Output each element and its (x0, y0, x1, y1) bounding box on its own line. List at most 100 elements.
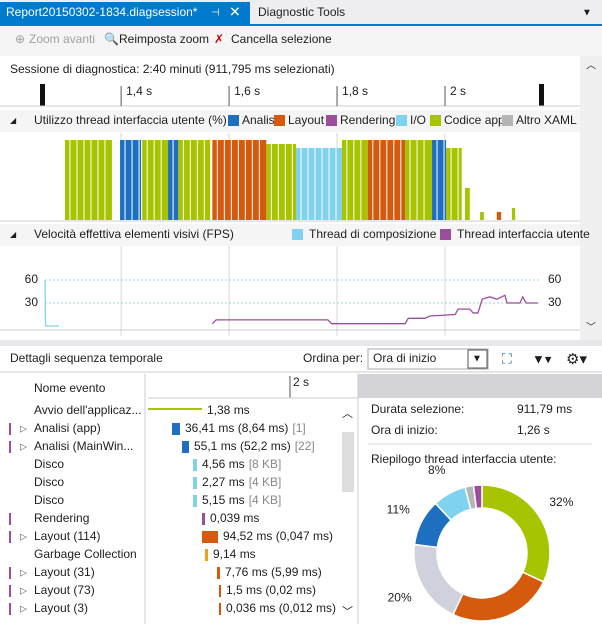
fit-icon[interactable]: ⛶ (502, 351, 512, 367)
tab-title[interactable]: Report20150302-1834.diagsession* (6, 5, 198, 19)
scroll-down[interactable]: ﹀ (342, 605, 353, 618)
settings-icon[interactable]: ⚙▾ (566, 351, 587, 368)
select-arrow-icon[interactable]: ▼ (472, 354, 482, 365)
toolbar-button[interactable]: Cancella selezione (231, 32, 332, 46)
utilization-bar (120, 140, 142, 220)
expand-icon[interactable]: ▷ (20, 603, 27, 613)
donut-slice (413, 543, 464, 616)
scroll-up[interactable]: ︿ (586, 61, 596, 72)
event-duration: 0,036 ms (0,012 ms) (226, 601, 336, 615)
ruler-label: 2 s (450, 84, 466, 98)
event-bar (217, 567, 220, 579)
tab-title[interactable]: Diagnostic Tools (258, 5, 345, 19)
event-extra: [22] (295, 439, 315, 453)
category-marker (9, 531, 11, 543)
ruler-label: 2 s (293, 375, 309, 389)
event-bar (148, 408, 202, 410)
event-name[interactable]: Layout (73) (34, 583, 95, 597)
event-name[interactable]: Analisi (MainWin... (34, 439, 133, 453)
event-name[interactable]: Layout (31) (34, 565, 95, 579)
event-bar (172, 423, 180, 435)
pin-icon[interactable]: ⊣ (211, 8, 220, 19)
toolbar-button: Zoom avanti (29, 32, 95, 46)
utilization-bar (266, 144, 297, 220)
event-name[interactable]: Disco (34, 493, 64, 507)
collapse-icon[interactable]: ◢ (10, 230, 17, 239)
legend-swatch (326, 115, 337, 126)
legend-label: Layout (288, 113, 325, 127)
event-duration: 7,76 ms (5,99 ms) (225, 565, 322, 579)
fps-line (44, 279, 60, 327)
selection-handle[interactable] (40, 84, 45, 106)
event-name[interactable]: Layout (114) (34, 529, 101, 543)
clear-icon[interactable]: ✗ (214, 32, 224, 46)
sort-value[interactable]: Ora di inizio (373, 351, 437, 365)
event-bar (202, 531, 218, 543)
category-marker (9, 567, 11, 579)
section-title: Utilizzo thread interfaccia utente (%) (34, 113, 227, 127)
event-duration: 1,38 ms (207, 403, 250, 417)
event-duration: 36,41 ms (8,64 ms) (185, 421, 288, 435)
utilization-bar (432, 140, 447, 220)
event-name[interactable]: Analisi (app) (34, 421, 101, 435)
scroll-up[interactable]: ︿ (342, 408, 353, 420)
event-name[interactable]: Garbage Collection (34, 547, 137, 561)
sort-select[interactable] (367, 348, 489, 370)
details-title: Dettagli sequenza temporale (10, 351, 163, 365)
sort-label: Ordina per: (303, 351, 363, 365)
event-name[interactable]: Disco (34, 457, 64, 471)
event-name[interactable]: Layout (3) (34, 601, 88, 615)
section-title: Velocità effettiva elementi visivi (FPS) (34, 227, 234, 241)
utilization-bar (464, 188, 470, 220)
event-extra: [4 KB] (249, 475, 282, 489)
expand-icon[interactable]: ▷ (20, 423, 27, 433)
session-info: Sessione di diagnostica: 2:40 minuti (91… (10, 62, 335, 76)
expand-icon[interactable]: ▷ (20, 531, 27, 541)
slice-label: 20% (388, 590, 412, 604)
select-arrow[interactable] (467, 349, 488, 369)
scrollbar[interactable] (580, 56, 602, 340)
utilization-bar (296, 148, 342, 220)
legend-label: Codice app (444, 113, 505, 127)
active-tab[interactable] (0, 2, 250, 24)
donut-slice (452, 571, 545, 622)
utilization-bar (511, 208, 516, 220)
scroll-down[interactable]: ﹀ (586, 322, 596, 334)
y-tick-label: 60 (548, 272, 562, 286)
toolbar-button[interactable]: Reimposta zoom (119, 32, 209, 46)
expand-icon[interactable]: ▷ (20, 441, 27, 451)
scroll-thumb[interactable] (342, 432, 354, 492)
event-name[interactable]: Rendering (34, 511, 89, 525)
utilization-bar (64, 140, 112, 220)
category-marker (9, 603, 11, 615)
utilization-bar (496, 212, 502, 220)
category-marker (9, 441, 11, 453)
legend-label: Analisi (242, 113, 277, 127)
event-duration: 9,14 ms (213, 547, 256, 561)
column-header: Nome evento (34, 381, 106, 395)
reset-icon[interactable]: 🔍 (104, 31, 119, 46)
y-tick-label: 30 (25, 295, 39, 309)
event-extra: [4 KB] (249, 493, 282, 507)
utilization-bar (142, 140, 169, 220)
utilization-bar (341, 140, 368, 220)
summary-header (358, 374, 602, 398)
filter-icon[interactable]: ▼▾ (532, 351, 552, 366)
splitter[interactable] (0, 340, 602, 346)
close-icon[interactable]: ✕ (229, 4, 241, 20)
legend-swatch (502, 115, 513, 126)
category-marker (9, 513, 11, 525)
expand-icon[interactable]: ▷ (20, 567, 27, 577)
event-name[interactable]: Avvio dell'applicaz... (34, 403, 141, 417)
event-name[interactable]: Disco (34, 475, 64, 489)
event-bar (193, 495, 197, 507)
ruler (0, 84, 580, 106)
selection-handle[interactable] (539, 84, 544, 106)
event-bar (202, 513, 205, 525)
event-extra: [1] (292, 421, 305, 435)
expand-icon[interactable]: ▷ (20, 585, 27, 595)
tab-menu[interactable]: ▼ (582, 8, 592, 19)
legend-swatch (440, 229, 451, 240)
collapse-icon[interactable]: ◢ (10, 116, 17, 125)
